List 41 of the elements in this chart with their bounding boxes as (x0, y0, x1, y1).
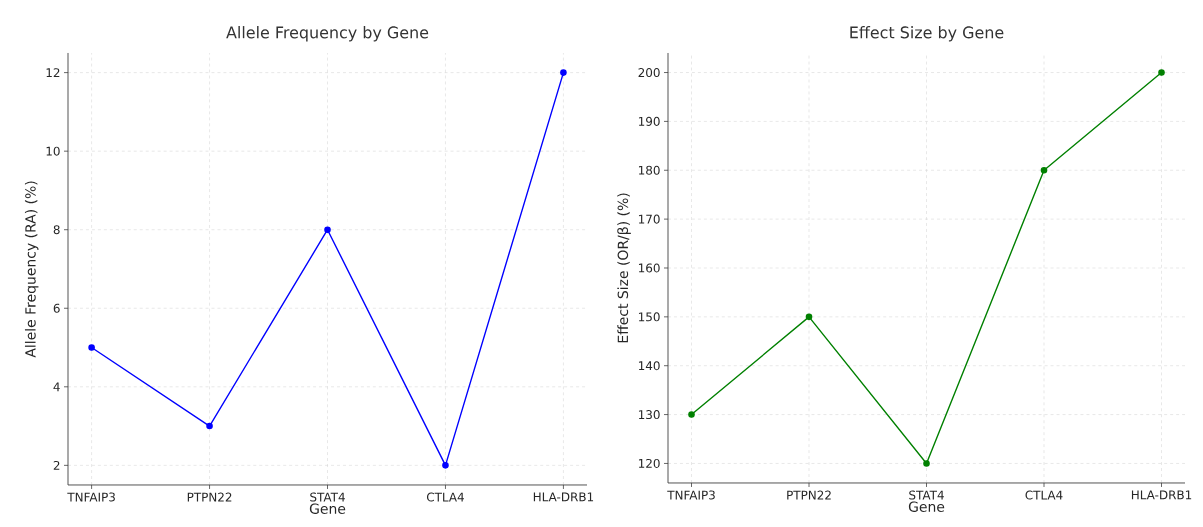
x-tick-label: PTPN22 (787, 490, 831, 500)
x-tick-label: STAT4 (909, 490, 944, 500)
x-tick-label: HLA-DRB1 (533, 492, 594, 502)
point (560, 69, 567, 76)
y-axis-title: Effect Size (OR/β) (%) (617, 193, 631, 343)
y-tick-label: 190 (638, 116, 660, 126)
y-axis-title: Allele Frequency (RA) (%) (24, 181, 39, 358)
y-tick-label: 6 (53, 303, 60, 313)
point (206, 422, 213, 430)
y-tick-label: 120 (638, 458, 660, 468)
point (88, 344, 95, 351)
point (923, 460, 930, 467)
chart-title: Effect Size by Gene (850, 26, 1004, 42)
point (1040, 166, 1048, 174)
x-tick-label: TNFAIP3 (667, 490, 715, 500)
y-tick-label: 130 (638, 410, 660, 420)
x-tick-label: TNFAIP3 (67, 492, 115, 502)
y-tick-label: 2 (53, 460, 60, 470)
y-tick-label: 170 (638, 214, 660, 224)
y-tick-label: 8 (53, 225, 60, 235)
y-tick-label: 12 (46, 68, 60, 78)
point (805, 313, 813, 321)
point (1158, 69, 1165, 76)
x-tick-label: HLA-DRB1 (1131, 490, 1192, 500)
x-tick-label: CTLA4 (1025, 490, 1063, 500)
x-axis-title: Gene (908, 501, 945, 512)
point (442, 462, 449, 469)
x-tick-label: STAT4 (310, 492, 345, 502)
chart-title: Allele Frequency by Gene (226, 26, 429, 42)
y-tick-label: 140 (638, 361, 660, 371)
x-axis-title: Gene (309, 503, 346, 514)
point (324, 226, 331, 234)
y-tick-label: 4 (53, 382, 60, 392)
y-tick-label: 200 (638, 68, 660, 78)
y-tick-label: 180 (638, 165, 660, 175)
point (688, 411, 695, 418)
y-tick-label: 10 (46, 146, 60, 156)
y-tick-label: 150 (638, 312, 660, 322)
x-tick-label: CTLA4 (426, 492, 464, 502)
x-tick-label: PTPN22 (187, 492, 232, 502)
y-tick-label: 160 (638, 263, 660, 273)
